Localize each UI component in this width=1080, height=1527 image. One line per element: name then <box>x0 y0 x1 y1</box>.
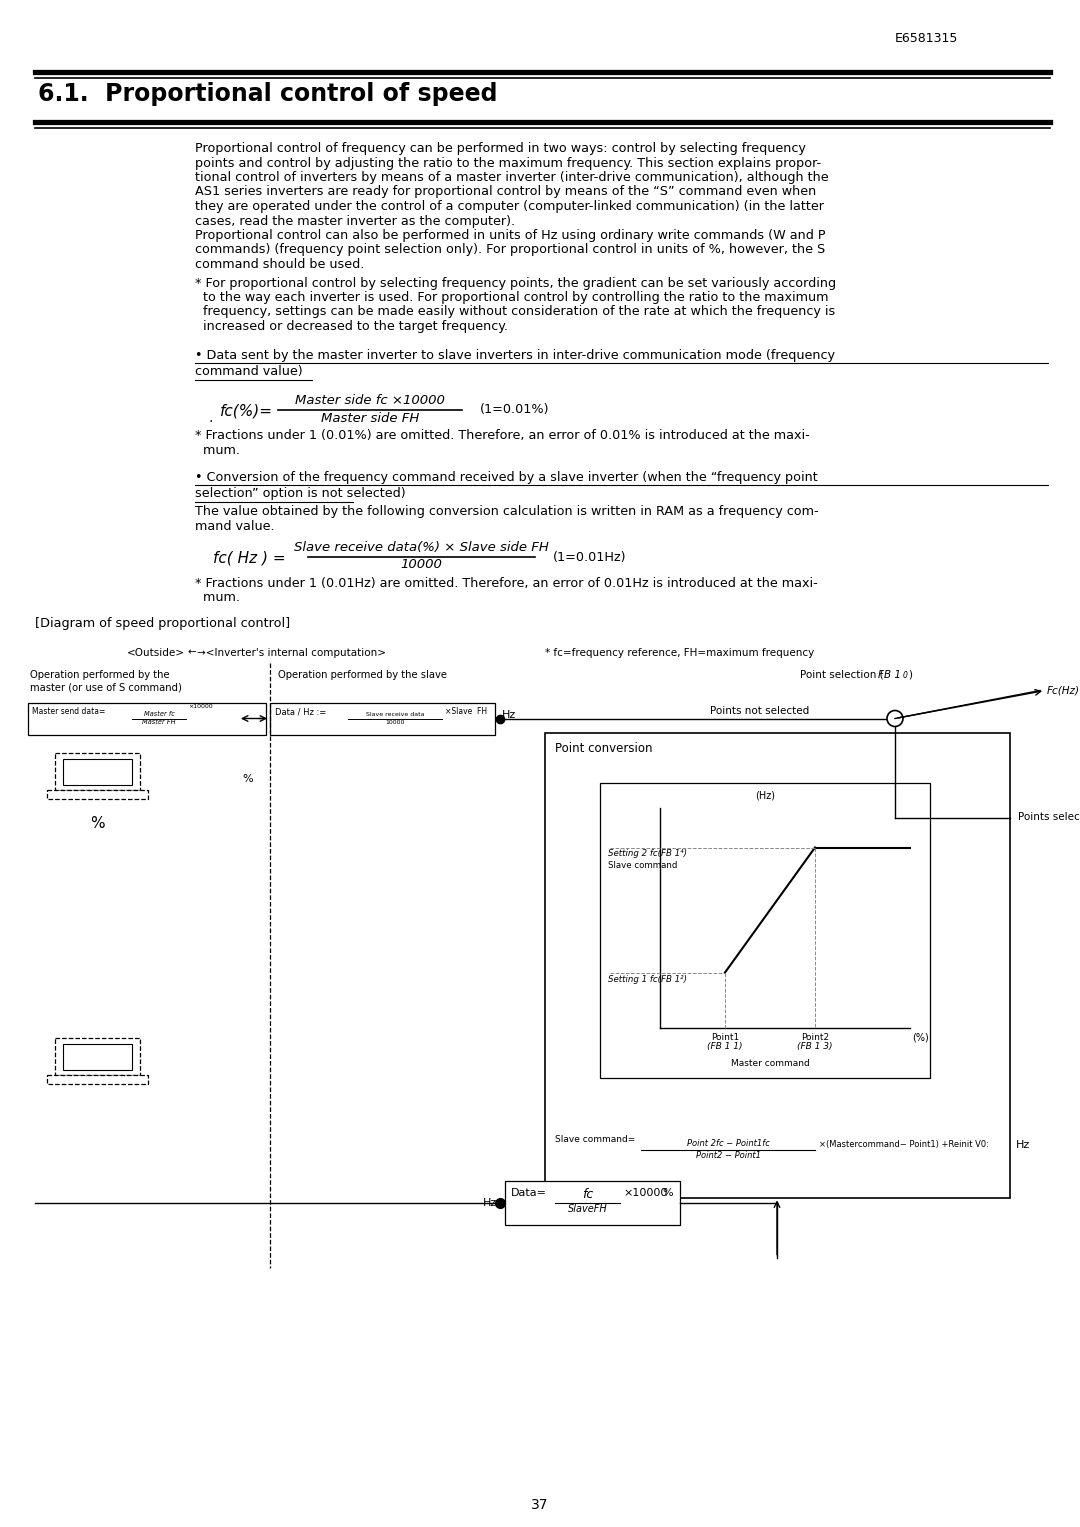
Text: 0: 0 <box>903 670 908 680</box>
Text: fc(%)=: fc(%)= <box>220 403 273 418</box>
Text: 37: 37 <box>531 1498 549 1512</box>
Text: (1=0.01Hz): (1=0.01Hz) <box>553 551 626 563</box>
Text: Master fc: Master fc <box>144 712 175 718</box>
Text: Proportional control of frequency can be performed in two ways: control by selec: Proportional control of frequency can be… <box>195 142 806 156</box>
Text: Operation performed by the slave: Operation performed by the slave <box>278 669 447 680</box>
Text: mum.: mum. <box>195 591 240 605</box>
Text: %: % <box>90 817 105 832</box>
Text: Setting 2 fc(FB 1⁴): Setting 2 fc(FB 1⁴) <box>608 849 687 858</box>
Text: %: % <box>662 1188 673 1197</box>
Text: Master side FH: Master side FH <box>321 411 419 425</box>
Text: (FB 1 3): (FB 1 3) <box>797 1043 833 1052</box>
Text: Points not selected: Points not selected <box>710 705 809 716</box>
Text: Points selected: Points selected <box>1018 812 1080 823</box>
Text: mand value.: mand value. <box>195 521 274 533</box>
Text: • Conversion of the frequency command received by a slave inverter (when the “fr: • Conversion of the frequency command re… <box>195 470 818 484</box>
Text: * fc=frequency reference, FH=maximum frequency: * fc=frequency reference, FH=maximum fre… <box>545 647 814 658</box>
Text: Master side fc ×10000: Master side fc ×10000 <box>295 394 445 408</box>
Text: SlaveFH: SlaveFH <box>568 1205 607 1214</box>
Bar <box>28 702 266 734</box>
Text: ): ) <box>908 669 912 680</box>
Text: ×Slave  FH: ×Slave FH <box>445 707 487 716</box>
Text: Hz: Hz <box>1016 1141 1030 1150</box>
Text: * Fractions under 1 (0.01Hz) are omitted. Therefore, an error of 0.01Hz is intro: * Fractions under 1 (0.01Hz) are omitted… <box>195 577 818 589</box>
Text: Hz: Hz <box>502 710 516 721</box>
Text: Master send data=: Master send data= <box>32 707 106 716</box>
Text: Hz: Hz <box>483 1197 497 1208</box>
Text: Data / Hz :=: Data / Hz := <box>275 707 326 716</box>
Text: (1=0.01%): (1=0.01%) <box>480 403 550 417</box>
Text: commands) (frequency point selection only). For proportional control in units of: commands) (frequency point selection onl… <box>195 243 825 257</box>
Bar <box>505 1180 680 1225</box>
Text: Fc(Hz): Fc(Hz) <box>1047 686 1080 695</box>
Text: Operation performed by the
master (or use of S command): Operation performed by the master (or us… <box>30 669 181 693</box>
Text: Master command: Master command <box>731 1060 809 1069</box>
Text: <Outside>: <Outside> <box>127 647 185 658</box>
Bar <box>545 733 1010 1197</box>
Text: command value): command value) <box>195 365 302 379</box>
Text: Slave command: Slave command <box>608 861 677 870</box>
Text: .: . <box>208 411 213 426</box>
Text: Point 2fc − Point1fc: Point 2fc − Point1fc <box>687 1139 769 1147</box>
Text: 10000: 10000 <box>386 719 405 724</box>
Text: FB 1: FB 1 <box>878 669 901 680</box>
Text: ×10000: ×10000 <box>188 704 213 710</box>
Text: fc( Hz ) =: fc( Hz ) = <box>213 551 285 565</box>
Text: Point1: Point1 <box>711 1032 739 1041</box>
Bar <box>63 1043 132 1069</box>
Text: frequency, settings can be made easily without consideration of the rate at whic: frequency, settings can be made easily w… <box>195 305 835 319</box>
Text: [Diagram of speed proportional control]: [Diagram of speed proportional control] <box>35 617 291 631</box>
Bar <box>48 789 148 799</box>
Bar <box>48 1075 148 1084</box>
Text: Setting 1 fc(FB 1²): Setting 1 fc(FB 1²) <box>608 974 687 983</box>
Text: • Data sent by the master inverter to slave inverters in inter-drive communicati: • Data sent by the master inverter to sl… <box>195 348 835 362</box>
Text: Point2: Point2 <box>801 1032 829 1041</box>
Text: to the way each inverter is used. For proportional control by controlling the ra: to the way each inverter is used. For pr… <box>195 292 828 304</box>
Text: E6581315: E6581315 <box>895 32 958 44</box>
Text: command should be used.: command should be used. <box>195 258 364 270</box>
Text: (Hz): (Hz) <box>755 791 775 800</box>
Text: cases, read the master inverter as the computer).: cases, read the master inverter as the c… <box>195 214 515 228</box>
Text: ←: ← <box>188 647 197 658</box>
Bar <box>63 759 132 785</box>
Text: →<Inverter's internal computation>: →<Inverter's internal computation> <box>197 647 386 658</box>
Text: (%): (%) <box>912 1032 929 1043</box>
Text: Point conversion: Point conversion <box>555 742 652 756</box>
Text: Data=: Data= <box>511 1188 546 1199</box>
Text: * For proportional control by selecting frequency points, the gradient can be se: * For proportional control by selecting … <box>195 276 836 290</box>
Text: Proportional control can also be performed in units of Hz using ordinary write c: Proportional control can also be perform… <box>195 229 825 241</box>
Text: tional control of inverters by means of a master inverter (inter-drive communica: tional control of inverters by means of … <box>195 171 828 183</box>
Text: ×(Mastercommand− Point1) +Reinit V0:: ×(Mastercommand− Point1) +Reinit V0: <box>819 1141 989 1150</box>
Text: points and control by adjusting the ratio to the maximum frequency. This section: points and control by adjusting the rati… <box>195 156 821 169</box>
Bar <box>55 1037 140 1075</box>
Text: 6.1.  Proportional control of speed: 6.1. Proportional control of speed <box>38 82 498 105</box>
Text: * Fractions under 1 (0.01%) are omitted. Therefore, an error of 0.01% is introdu: * Fractions under 1 (0.01%) are omitted.… <box>195 429 810 443</box>
Text: Slave command=: Slave command= <box>555 1136 635 1145</box>
Text: %: % <box>243 774 254 785</box>
Text: AS1 series inverters are ready for proportional control by means of the “S” comm: AS1 series inverters are ready for propo… <box>195 185 816 199</box>
Text: Master FH: Master FH <box>143 719 176 725</box>
Text: ×10000: ×10000 <box>623 1188 667 1197</box>
Text: selection” option is not selected): selection” option is not selected) <box>195 487 406 499</box>
Text: fc: fc <box>582 1188 593 1200</box>
Bar <box>600 782 930 1078</box>
Text: mum.: mum. <box>195 444 240 457</box>
Text: (FB 1 1): (FB 1 1) <box>707 1043 743 1052</box>
Text: Point2 − Point1: Point2 − Point1 <box>696 1151 760 1161</box>
Bar <box>270 702 495 734</box>
Text: Slave receive data: Slave receive data <box>366 713 424 718</box>
Text: increased or decreased to the target frequency.: increased or decreased to the target fre… <box>195 321 508 333</box>
Text: Point selection (: Point selection ( <box>800 669 883 680</box>
Text: 10000: 10000 <box>401 559 443 571</box>
Bar <box>55 753 140 789</box>
Text: they are operated under the control of a computer (computer-linked communication: they are operated under the control of a… <box>195 200 824 212</box>
Text: Slave receive data(%) × Slave side FH: Slave receive data(%) × Slave side FH <box>294 542 549 554</box>
Text: The value obtained by the following conversion calculation is written in RAM as : The value obtained by the following conv… <box>195 505 819 519</box>
